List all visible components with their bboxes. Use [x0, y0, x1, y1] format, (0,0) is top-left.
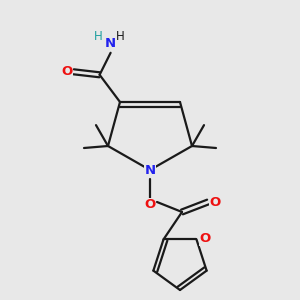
Text: O: O — [61, 65, 72, 78]
Text: H: H — [94, 30, 103, 43]
Text: N: N — [144, 164, 156, 176]
Text: O: O — [144, 199, 156, 212]
Text: O: O — [200, 232, 211, 245]
Text: H: H — [116, 30, 125, 43]
Text: N: N — [105, 37, 116, 50]
Text: O: O — [209, 196, 220, 208]
